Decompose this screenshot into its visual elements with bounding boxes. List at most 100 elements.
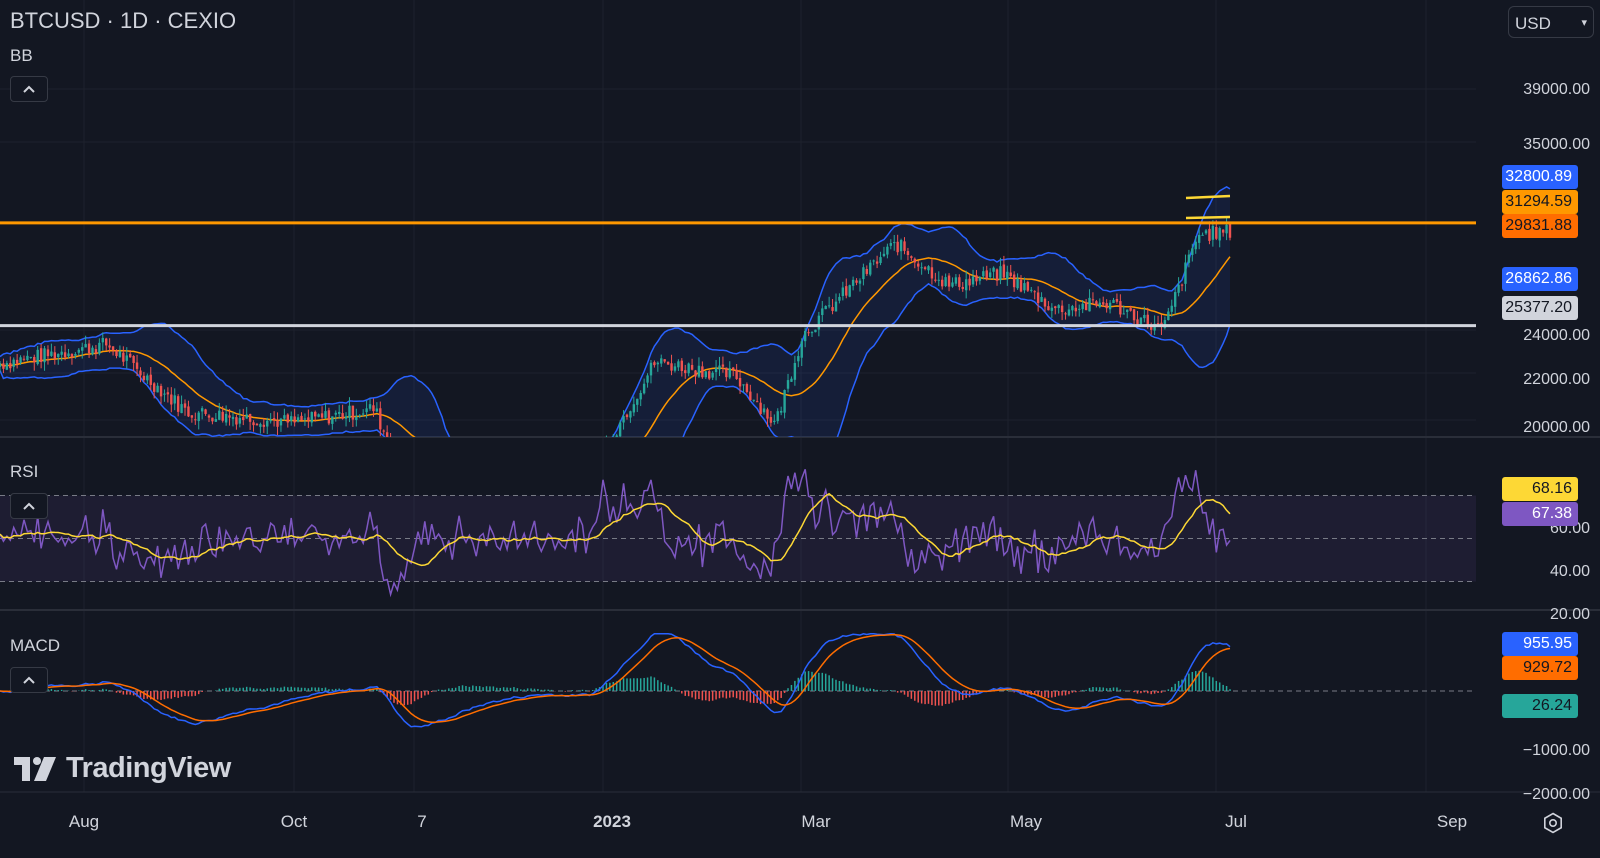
- candle-body: [63, 352, 67, 358]
- candle-body: [797, 356, 800, 362]
- candle-body: [115, 350, 118, 357]
- candle-body: [146, 375, 149, 381]
- candle-body: [824, 306, 827, 310]
- candle-body: [50, 351, 53, 356]
- currency-select[interactable]: USD ▾: [1508, 6, 1594, 38]
- candle-body: [228, 415, 231, 418]
- candle-body: [1088, 297, 1091, 312]
- candle-body: [629, 411, 632, 418]
- candle-body: [276, 420, 279, 427]
- candle-body: [934, 279, 937, 281]
- candle-body: [1191, 248, 1194, 255]
- candle-body: [1009, 272, 1012, 277]
- collapse-rsi-button[interactable]: [10, 493, 48, 519]
- candle-body: [15, 359, 19, 364]
- candle-body: [653, 362, 656, 366]
- candle-body: [618, 422, 622, 437]
- candle-body: [889, 243, 893, 246]
- chart-settings-button[interactable]: [1542, 812, 1564, 839]
- candle-body: [978, 277, 982, 281]
- candle-body: [180, 404, 183, 414]
- candle-body: [1139, 317, 1143, 326]
- time-axis-tick: Aug: [68, 812, 100, 831]
- candle-body: [810, 332, 814, 334]
- candle-body: [1040, 296, 1043, 302]
- candle-body: [1132, 309, 1136, 321]
- candle-body: [670, 363, 673, 371]
- candle-body: [1033, 291, 1036, 293]
- candle-body: [166, 392, 170, 395]
- candle-body: [1081, 303, 1084, 310]
- candle-body: [221, 411, 224, 421]
- candle-body: [1228, 223, 1232, 238]
- candle-body: [368, 404, 372, 409]
- macd-indicator-label[interactable]: MACD: [10, 636, 61, 655]
- collapse-bb-button[interactable]: [10, 76, 48, 102]
- tradingview-logo[interactable]: TradingView: [14, 752, 231, 785]
- bb-indicator-label[interactable]: BB: [10, 46, 33, 65]
- candle-body: [886, 246, 889, 255]
- candle-body: [1173, 292, 1177, 307]
- candle-body: [255, 423, 259, 426]
- candle-body: [841, 287, 845, 297]
- candle-body: [19, 357, 22, 363]
- candle-body: [87, 343, 91, 354]
- caret-down-icon: ▾: [1581, 17, 1587, 29]
- candle-body: [122, 352, 125, 362]
- candle-body: [1091, 299, 1095, 301]
- candle-body: [649, 362, 653, 376]
- chevron-up-icon: [23, 85, 35, 93]
- candle-body: [817, 315, 821, 330]
- candle-body: [60, 351, 63, 355]
- candle-body: [831, 307, 834, 311]
- candle-body: [135, 362, 139, 369]
- candle-body: [1170, 305, 1173, 312]
- candle-body: [742, 384, 745, 386]
- chevron-up-icon: [23, 502, 35, 510]
- candle-body: [355, 416, 358, 420]
- bollinger-upper-band: [0, 186, 1231, 437]
- time-axis-tick: 7: [417, 812, 427, 831]
- price-axis-tick: 24000.00: [1523, 327, 1590, 344]
- candle-body: [896, 241, 899, 253]
- candle-body: [1204, 230, 1208, 234]
- candle-body: [2, 363, 5, 369]
- rsi-indicator-label[interactable]: RSI: [10, 462, 39, 481]
- candle-body: [762, 408, 766, 413]
- candle-body: [893, 242, 896, 244]
- candle-body: [310, 412, 313, 423]
- candle-body: [290, 416, 293, 421]
- candle-body: [1218, 227, 1221, 241]
- candle-body: [331, 416, 334, 424]
- candle-body: [961, 286, 964, 289]
- candle-body: [1211, 225, 1215, 240]
- candle-body: [238, 417, 242, 424]
- candle-body: [296, 417, 300, 422]
- candle-body: [1002, 264, 1006, 278]
- candle-body: [204, 409, 207, 414]
- candle-body: [118, 351, 122, 357]
- candle-body: [845, 286, 848, 296]
- candle-body: [235, 417, 238, 425]
- candle-body: [869, 262, 872, 275]
- tradingview-logo-icon: [14, 756, 56, 781]
- candle-body: [269, 419, 272, 422]
- candle-body: [752, 399, 755, 401]
- upper-band-price-tag: 32800.89: [1502, 165, 1578, 189]
- candle-body: [951, 282, 954, 287]
- candle-body: [259, 424, 262, 427]
- candle-body: [98, 342, 101, 354]
- candle-body: [690, 364, 694, 370]
- candle-body: [947, 275, 951, 287]
- collapse-macd-button[interactable]: [10, 667, 48, 693]
- macd-signal-line: [0, 633, 1231, 724]
- candle-body: [317, 414, 320, 417]
- candle-body: [714, 368, 718, 373]
- candle-body: [917, 263, 920, 267]
- candle-body: [882, 253, 886, 257]
- candle-body: [26, 355, 29, 361]
- candle-body: [776, 411, 779, 422]
- candle-body: [170, 394, 173, 405]
